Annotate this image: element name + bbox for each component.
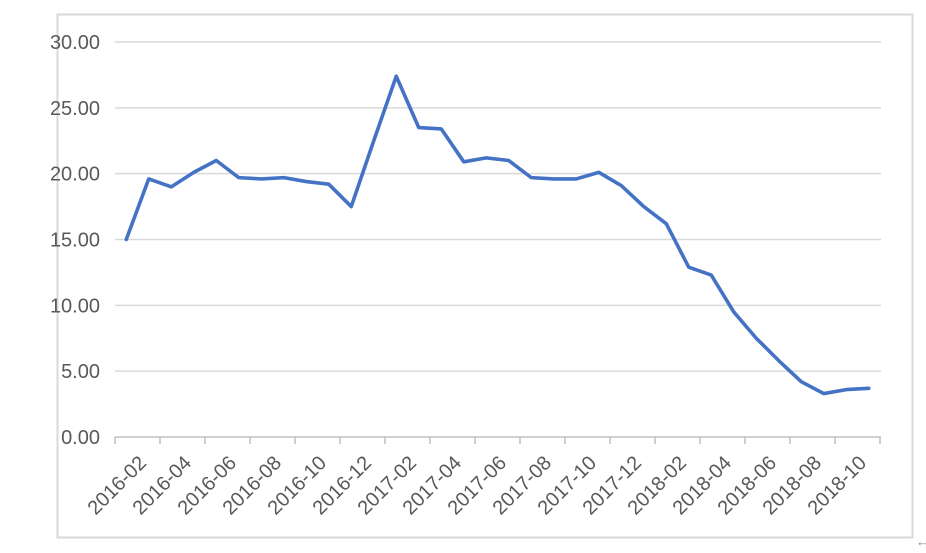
y-axis-tick-label: 20.00 — [50, 164, 100, 186]
y-axis-tick-label: 15.00 — [50, 230, 100, 252]
chart-border — [56, 13, 914, 539]
back-arrow-icon: ← — [916, 534, 926, 549]
y-axis-tick-label: 25.00 — [50, 98, 100, 120]
y-axis-tick-label: 0.00 — [61, 427, 100, 449]
gridlines — [115, 41, 881, 372]
y-axis-labels: 0.00 5.00 10.00 15.00 20.00 25.00 30.00 — [50, 32, 100, 449]
y-axis-tick-label: 10.00 — [50, 295, 100, 317]
y-axis-tick-label: 30.00 — [50, 32, 100, 54]
y-axis-tick-label: 5.00 — [61, 361, 100, 383]
data-series-line — [124, 74, 871, 396]
x-axis — [114, 436, 881, 444]
